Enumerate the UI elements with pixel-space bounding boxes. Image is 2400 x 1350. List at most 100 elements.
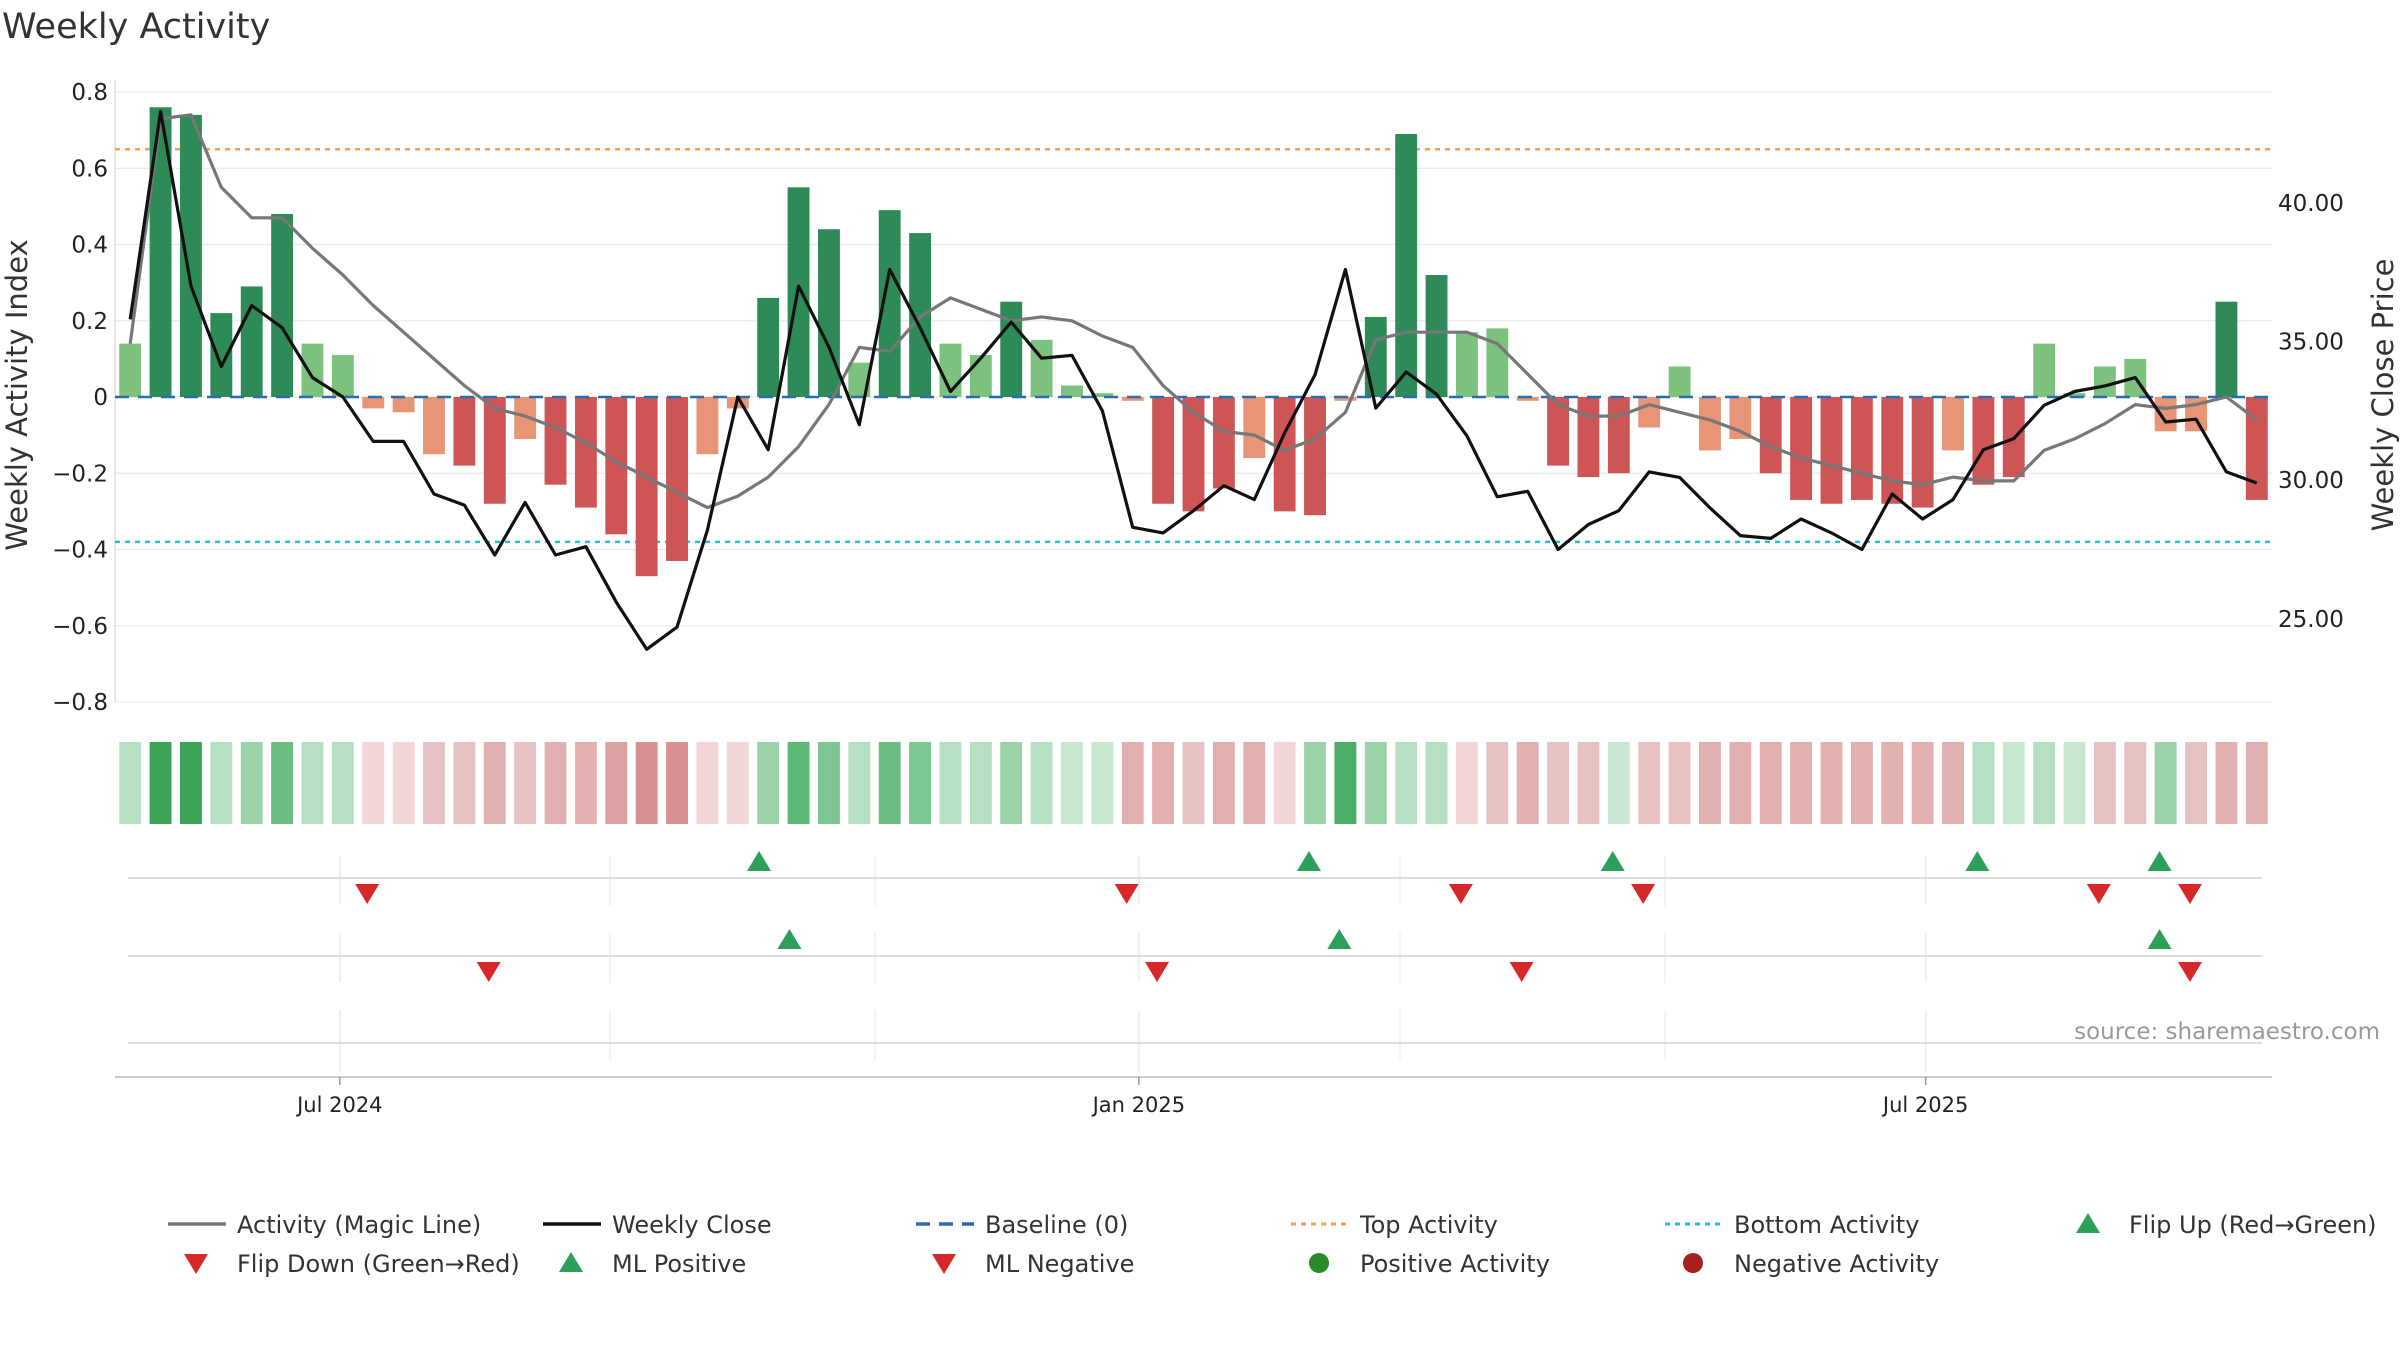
strip-cell (1091, 742, 1114, 824)
strip-cell (423, 742, 445, 824)
magic-line (128, 113, 2258, 510)
flip-up-marker (1296, 851, 1321, 871)
activity-bar (666, 397, 688, 561)
flip-up-marker (747, 851, 772, 871)
left-tick-label: −0.8 (52, 690, 108, 716)
strip-cell (574, 742, 597, 824)
right-tick-label: 35.00 (2278, 330, 2344, 356)
activity-bar (1820, 397, 1843, 504)
strip-cell (1942, 742, 1964, 824)
activity-bar (635, 397, 658, 577)
strip-cell (1030, 742, 1053, 824)
strip-cell (1212, 742, 1235, 824)
ml-negative-marker (1145, 962, 1170, 982)
legend-item: Top Activity (1291, 1211, 1498, 1239)
strip-cell (757, 742, 780, 824)
activity-bar (1638, 397, 1661, 428)
activity-bar (180, 114, 202, 397)
activity-bar (271, 214, 294, 397)
legend-label: Positive Activity (1360, 1250, 1550, 1278)
activity-bar (119, 343, 142, 397)
activity-bar (1425, 275, 1448, 397)
activity-bar (1547, 397, 1570, 466)
legend-label: Flip Up (Red→Green) (2129, 1211, 2377, 1239)
source-label: source: sharemaestro.com (2074, 1019, 2380, 1045)
activity-bar (969, 355, 992, 397)
right-tick-label: 30.00 (2278, 468, 2344, 494)
activity-bar (1607, 397, 1630, 474)
left-tick-label: 0 (93, 385, 108, 411)
legend-label: ML Positive (612, 1250, 746, 1278)
strip-cell (1486, 742, 1509, 824)
strip-cell (2124, 742, 2147, 824)
left-tick-label: 0.6 (71, 156, 108, 182)
activity-bar (757, 297, 780, 397)
strip-cell (1759, 742, 1782, 824)
legend-triangle-down-icon (932, 1254, 956, 1274)
strip-cell (635, 742, 658, 824)
strip-cell (362, 742, 385, 824)
activity-bar (1486, 328, 1509, 397)
strip-cell (2002, 742, 2025, 824)
strip-cell (1455, 742, 1478, 824)
activity-strip (119, 742, 2268, 824)
strip-cell (1000, 742, 1023, 824)
strip-cell (1607, 742, 1630, 824)
flip-down-marker (1114, 884, 1139, 904)
strip-cell (969, 742, 992, 824)
legend-label: Top Activity (1359, 1211, 1498, 1239)
flip-down-marker (2177, 884, 2202, 904)
activity-bar (1972, 397, 1995, 485)
strip-cell (149, 742, 172, 824)
activity-bar (2154, 397, 2177, 432)
activity-bar (1121, 397, 1144, 401)
activity-bar (1668, 366, 1691, 397)
strip-cell (240, 742, 263, 824)
strip-cell (1121, 742, 1144, 824)
legend-label: Flip Down (Green→Red) (237, 1250, 520, 1278)
activity-bar (1942, 397, 1964, 451)
ml-negative-marker (1509, 962, 1534, 982)
strip-cell (1972, 742, 1995, 824)
activity-bar (2063, 393, 2086, 397)
activity-bar (453, 397, 476, 466)
strip-cell (696, 742, 719, 824)
left-tick-label: 0.8 (71, 80, 108, 106)
strip-cell (1243, 742, 1266, 824)
legend-label: Activity (Magic Line) (237, 1211, 481, 1239)
date-axis: Jul 2024 Jan 2025 Jul 2025 (115, 1076, 2272, 1117)
left-tick-label: −0.4 (52, 538, 108, 564)
legend-item: Flip Down (Green→Red) (184, 1250, 520, 1278)
activity-bar (1850, 397, 1873, 500)
activity-bar (1334, 397, 1357, 401)
weekly-close-line (128, 109, 2258, 651)
ml-positive-marker (1327, 929, 1352, 949)
legend-item: Negative Activity (1683, 1250, 1939, 1278)
left-tick-label: −0.2 (52, 461, 108, 487)
left-tick-label: −0.6 (52, 614, 108, 640)
activity-bar (514, 397, 537, 439)
strip-cell (1061, 742, 1083, 824)
strip-cell (1364, 742, 1387, 824)
strip-cell (210, 742, 233, 824)
activity-bar (1516, 397, 1539, 401)
strip-cell (1668, 742, 1691, 824)
strip-cell (392, 742, 415, 824)
activity-bar (240, 286, 263, 397)
legend-triangle-down-icon (184, 1254, 208, 1274)
strip-cell (1699, 742, 1721, 824)
ml-negative-marker (2177, 962, 2202, 982)
left-axis: 0.8 0.6 0.4 0.2 0 −0.2 −0.4 −0.6 −0.8 (52, 80, 108, 716)
date-tick-label: Jan 2025 (1091, 1093, 1186, 1117)
right-axis-title: Weekly Close Price (2366, 259, 2400, 532)
strip-cell (514, 742, 537, 824)
strip-cell (2093, 742, 2116, 824)
activity-bar (2215, 301, 2238, 397)
chart-title: Weekly Activity (2, 7, 270, 47)
strip-cell (453, 742, 476, 824)
activity-bar (544, 397, 567, 485)
activity-bar (1455, 332, 1478, 397)
strip-cell (2154, 742, 2177, 824)
activity-bar (362, 397, 385, 409)
legend-label: ML Negative (985, 1250, 1134, 1278)
